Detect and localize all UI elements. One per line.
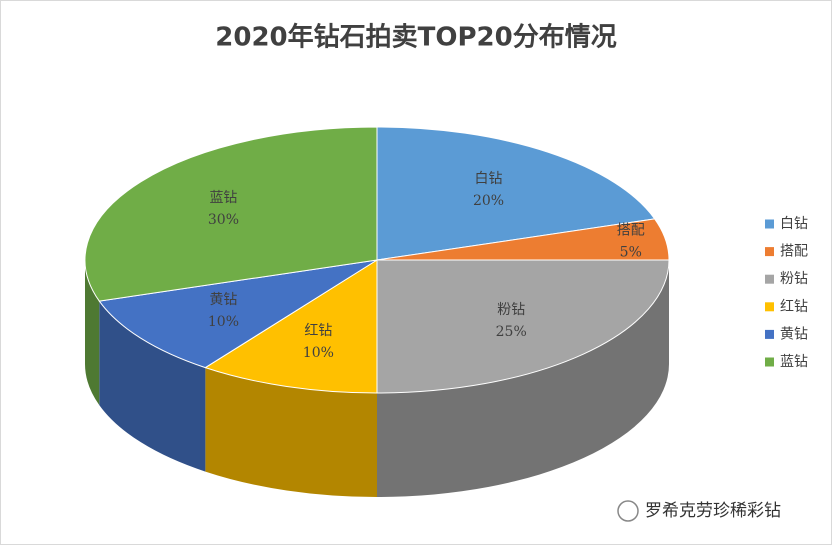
- slice-side: [377, 260, 669, 497]
- legend-label: 粉钻: [780, 271, 808, 287]
- legend-swatch: [765, 329, 774, 339]
- slice-value-label: 20%: [473, 193, 504, 209]
- legend-swatch: [765, 274, 774, 284]
- slice-label: 粉钻: [497, 302, 525, 318]
- legend-label: 白钻: [780, 216, 808, 232]
- legend-swatch: [765, 357, 774, 367]
- slice-label: 黄钻: [209, 291, 237, 308]
- watermark: 罗希克劳珍稀彩钻: [617, 500, 781, 522]
- slice-label: 红钻: [304, 323, 332, 339]
- slice-value-label: 10%: [303, 345, 334, 361]
- slice: [98, 259, 378, 369]
- slice-value-label: 5%: [620, 245, 642, 261]
- slice: [376, 259, 670, 394]
- slice-label: 蓝钻: [209, 190, 237, 206]
- slice-value-label: 25%: [496, 324, 527, 340]
- watermark-text: 罗希克劳珍稀彩钻: [645, 501, 781, 521]
- slice-side: [99, 301, 206, 472]
- legend-swatch: [765, 247, 774, 257]
- slice-label: 白钻: [475, 171, 503, 187]
- legend-label: 蓝钻: [780, 354, 808, 370]
- slice: [204, 259, 378, 394]
- legend-swatch: [765, 219, 774, 229]
- slice-side: [205, 367, 377, 497]
- legend-label: 黄钻: [780, 325, 808, 342]
- slice-label: 搭配: [617, 223, 645, 239]
- chart-title: 2020年钻石拍卖TOP20分布情况: [215, 22, 616, 53]
- slice-value-label: 10%: [208, 314, 239, 330]
- slice: [84, 126, 378, 302]
- legend-swatch: [765, 302, 774, 312]
- legend-label: 搭配: [780, 244, 808, 260]
- slice: [376, 126, 656, 261]
- watermark-icon: [617, 500, 639, 522]
- slice-value-label: 30%: [208, 212, 239, 228]
- legend-label: 红钻: [780, 299, 808, 315]
